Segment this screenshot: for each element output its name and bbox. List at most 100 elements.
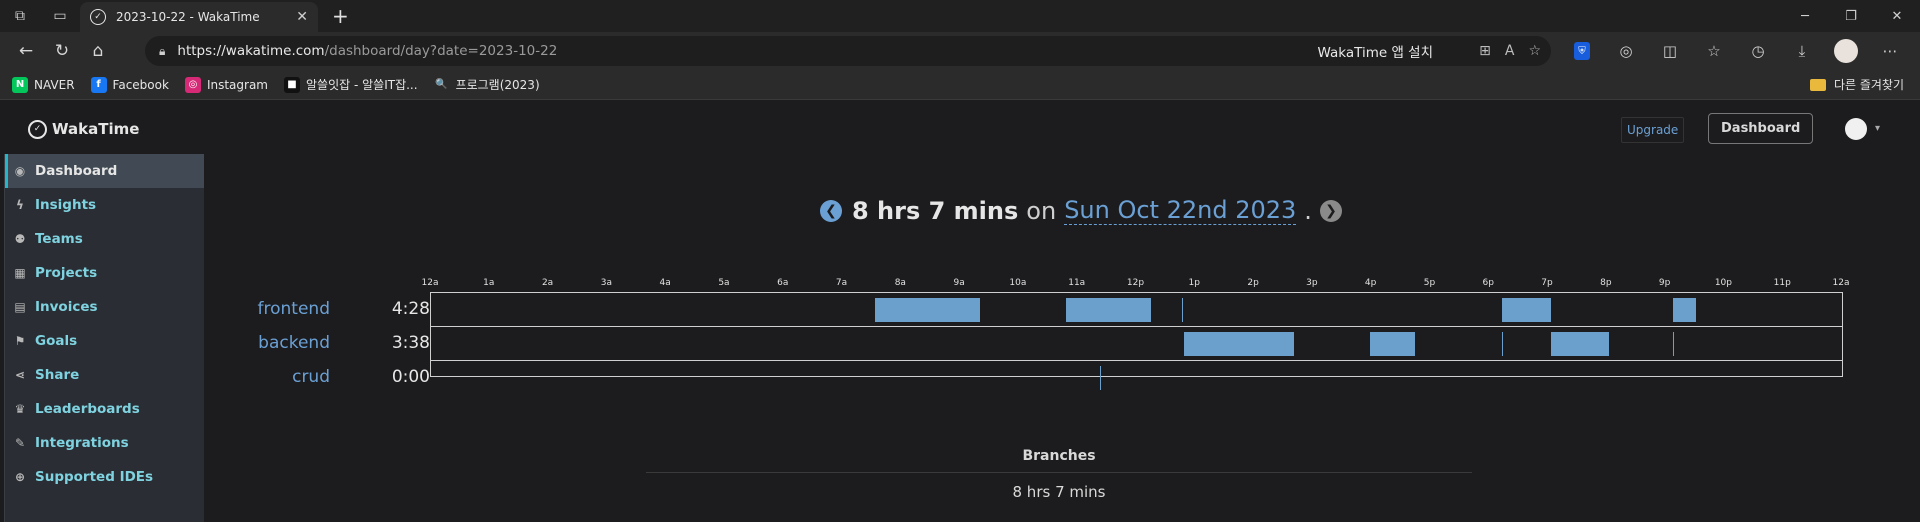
- sidebar-item-invoices[interactable]: ▤ Invoices: [5, 290, 204, 324]
- bitwarden-icon[interactable]: ⛨: [1574, 42, 1590, 60]
- x-tick-label: 11p: [1773, 278, 1791, 288]
- bookmarks-bar: N NAVER f Facebook ◎ Instagram ■ 알쓸잇잡 - 알쓸IT잡..…: [0, 70, 1920, 100]
- project-name-link[interactable]: frontend: [257, 299, 330, 319]
- tab-actions-icon[interactable]: ▭: [53, 8, 67, 24]
- refresh-icon[interactable]: ↻: [54, 41, 70, 61]
- url-input[interactable]: 🔒︎ https://wakatime.com /dashboard/day?d…: [145, 36, 1551, 66]
- sidebar-item-label: Projects: [35, 265, 98, 281]
- address-bar: ← ↻ ⌂ 🔒︎ https://wakatime.com /dashboard…: [0, 32, 1920, 70]
- upgrade-button[interactable]: Upgrade: [1621, 117, 1685, 143]
- app-install-icon[interactable]: ⊞: [1479, 43, 1491, 59]
- sidebar-item-label: Leaderboards: [35, 401, 140, 417]
- sidebar-item-label: Goals: [35, 333, 78, 349]
- install-app-label[interactable]: WakaTime 앱 설치: [1317, 45, 1434, 61]
- browser-toolbar: ⛨ ◎ ◫ ☆ ◷ ⤓ ⋯: [1560, 32, 1912, 70]
- more-menu-icon[interactable]: ⋯: [1882, 42, 1898, 60]
- project-row-label: frontend 4:28: [230, 292, 430, 326]
- timeline-segment[interactable]: [1101, 298, 1152, 322]
- previous-day-icon[interactable]: ❮: [820, 199, 842, 222]
- sidebar-item-projects[interactable]: ▦ Projects: [5, 256, 204, 290]
- project-name-link[interactable]: backend: [258, 333, 330, 353]
- back-icon[interactable]: ←: [18, 41, 34, 61]
- time-axis: 12a 1a 2a 3a 4a 5a 6a 7a 8a 9a 10a 11a 12p 1p 2p 3p 4p 5p…: [422, 278, 1850, 292]
- timeline-segment[interactable]: [1550, 332, 1609, 356]
- document-icon: ▤: [14, 300, 26, 314]
- timeline-segment[interactable]: [1502, 298, 1551, 322]
- sidebar-item-insights[interactable]: ϟ Insights: [5, 188, 204, 222]
- extension-icon[interactable]: ◎: [1619, 42, 1633, 60]
- bookmark-label: 프로그램(2023): [455, 78, 540, 92]
- bookmark-item[interactable]: 🔍 프로그램(2023): [433, 76, 540, 93]
- url-host: https://wakatime.com: [177, 43, 325, 59]
- x-tick-label: 8p: [1600, 278, 1612, 288]
- app-header: ✓ WakaTime Upgrade Dashboard ▾: [0, 104, 1920, 154]
- timeline-segment[interactable]: [1065, 298, 1102, 322]
- sidebar-item-label: Dashboard: [35, 163, 118, 179]
- profile-avatar[interactable]: [1834, 39, 1858, 63]
- x-tick-label: 5a: [718, 278, 730, 288]
- on-label: on: [1026, 196, 1057, 225]
- bolt-icon: ϟ: [16, 198, 24, 212]
- x-tick-label: 9p: [1658, 278, 1671, 288]
- favorite-star-icon[interactable]: ☆: [1528, 43, 1541, 59]
- bookmark-label: Instagram: [206, 77, 268, 92]
- sidebar-item-label: Supported IDEs: [35, 469, 154, 485]
- x-tick-label: 2a: [541, 278, 554, 288]
- url-path: /dashboard/day?date=2023-10-22: [324, 43, 558, 59]
- flag-icon: ⚑: [14, 334, 26, 348]
- history-icon[interactable]: ◷: [1751, 42, 1765, 60]
- x-tick-label: 12p: [1126, 278, 1145, 288]
- plus-circle-icon: ⊕: [14, 470, 26, 484]
- facebook-icon: f: [90, 76, 107, 93]
- user-avatar[interactable]: [1845, 118, 1867, 140]
- split-screen-icon[interactable]: ◫: [1662, 42, 1678, 60]
- sidebar-item-leaderboards[interactable]: ♛ Leaderboards: [5, 392, 204, 426]
- x-tick-label: 3a: [600, 278, 612, 288]
- date-picker-link[interactable]: Sun Oct 22nd 2023: [1064, 196, 1297, 225]
- browser-tab[interactable]: ✓ 2023-10-22 - WakaTime ✕: [80, 2, 318, 32]
- sidebar-item-teams[interactable]: ⚉ Teams: [5, 222, 204, 256]
- home-icon[interactable]: ⌂: [92, 41, 104, 61]
- timeline-segment[interactable]: [1502, 332, 1504, 356]
- x-tick-label: 12a: [1832, 278, 1850, 288]
- sidebar-item-dashboard[interactable]: ◉ Dashboard: [5, 154, 204, 188]
- x-tick-label: 2p: [1247, 278, 1259, 288]
- sidebar-item-share[interactable]: ⋖ Share: [5, 358, 204, 392]
- bookmark-item[interactable]: ■ 알쓸잇잡 - 알쓸IT잡...: [284, 76, 418, 93]
- bookmark-item[interactable]: f Facebook: [90, 76, 169, 93]
- bookmark-item[interactable]: ◎ Instagram: [184, 76, 268, 93]
- sidebar: ◉ Dashboard ϟ Insights ⚉ Teams ▦ Projects ▤ Invoi…: [4, 154, 204, 522]
- wakatime-logo[interactable]: ✓ WakaTime: [28, 119, 139, 139]
- sidebar-item-integrations[interactable]: ✎ Integrations: [5, 426, 204, 460]
- timeline-segment[interactable]: [1182, 298, 1184, 322]
- other-bookmarks[interactable]: 다른 즐겨찾기: [1809, 76, 1904, 93]
- download-icon[interactable]: ⤓: [1798, 42, 1806, 60]
- chevron-down-icon[interactable]: ▾: [1875, 123, 1881, 134]
- bookmark-item[interactable]: N NAVER: [12, 76, 75, 93]
- timeline-segment[interactable]: [1183, 332, 1295, 356]
- timeline-segment[interactable]: [1672, 332, 1674, 356]
- x-tick-label: 12a: [421, 278, 439, 288]
- x-tick-label: 4p: [1364, 278, 1377, 288]
- window-controls: ─ ❐ ✕: [1782, 0, 1920, 32]
- restore-icon[interactable]: ❐: [1845, 8, 1857, 24]
- x-tick-label: 6a: [777, 278, 789, 288]
- timeline-segment[interactable]: [1369, 332, 1415, 356]
- project-name-link[interactable]: crud: [292, 367, 330, 387]
- close-window-icon[interactable]: ✕: [1891, 8, 1903, 24]
- next-day-icon[interactable]: ❯: [1319, 199, 1342, 222]
- favorites-icon[interactable]: ☆: [1707, 42, 1721, 60]
- dashboard-button[interactable]: Dashboard: [1708, 113, 1814, 144]
- close-tab-icon[interactable]: ✕: [296, 9, 308, 25]
- day-title: ❮ 8 hrs 7 mins on Sun Oct 22nd 2023 . ❯: [820, 196, 1342, 225]
- read-aloud-icon[interactable]: A: [1504, 43, 1515, 59]
- workspaces-icon[interactable]: ⧉: [15, 8, 25, 24]
- minimize-icon[interactable]: ─: [1801, 8, 1809, 24]
- timeline-segment[interactable]: [874, 298, 980, 322]
- sidebar-item-goals[interactable]: ⚑ Goals: [5, 324, 204, 358]
- new-tab-icon[interactable]: +: [332, 4, 349, 28]
- timeline-segment[interactable]: [1672, 298, 1697, 322]
- sidebar-item-supported-ides[interactable]: ⊕ Supported IDEs: [5, 460, 204, 494]
- timeline-segment[interactable]: [1100, 366, 1102, 390]
- project-total-time: 0:00: [391, 367, 430, 387]
